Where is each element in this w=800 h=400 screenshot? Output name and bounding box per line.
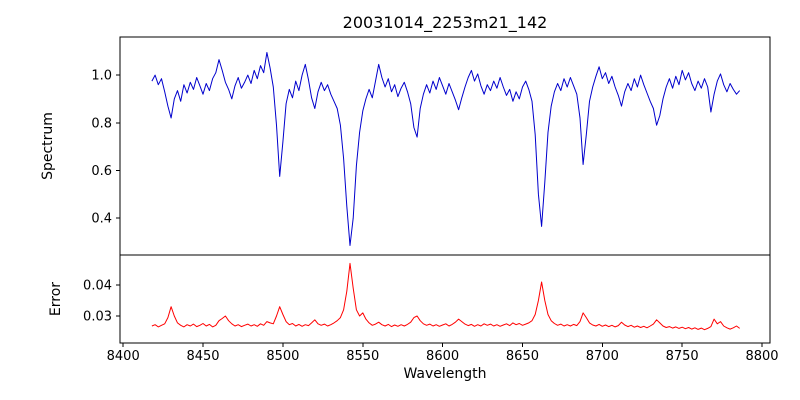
x-tick-label: 8800 bbox=[745, 349, 778, 364]
x-tick-label: 8750 bbox=[666, 349, 699, 364]
y-tick-label: 0.6 bbox=[91, 164, 112, 179]
spectrum-line bbox=[151, 52, 741, 246]
spectrum-y-axis-label: Spectrum bbox=[40, 112, 56, 180]
x-tick-label: 8400 bbox=[107, 349, 140, 364]
x-tick-label: 8700 bbox=[586, 349, 619, 364]
y-tick-label: 1.0 bbox=[91, 69, 112, 84]
x-tick-label: 8550 bbox=[346, 349, 379, 364]
y-tick-label: 0.03 bbox=[83, 310, 112, 325]
x-tick-label: 8500 bbox=[266, 349, 299, 364]
y-tick-label: 0.4 bbox=[91, 212, 112, 227]
error-line bbox=[151, 262, 740, 331]
chart-title: 20031014_2253m21_142 bbox=[342, 13, 548, 32]
x-tick-label: 8600 bbox=[426, 349, 459, 364]
panel-border bbox=[119, 36, 771, 256]
x-tick-label: 8450 bbox=[186, 349, 219, 364]
x-axis-label: Wavelength bbox=[403, 366, 487, 382]
panel-border bbox=[119, 254, 771, 344]
y-tick-label: 0.04 bbox=[83, 279, 112, 294]
y-tick-label: 0.8 bbox=[91, 116, 112, 131]
x-tick-label: 8650 bbox=[506, 349, 539, 364]
error-y-axis-label: Error bbox=[48, 281, 64, 317]
